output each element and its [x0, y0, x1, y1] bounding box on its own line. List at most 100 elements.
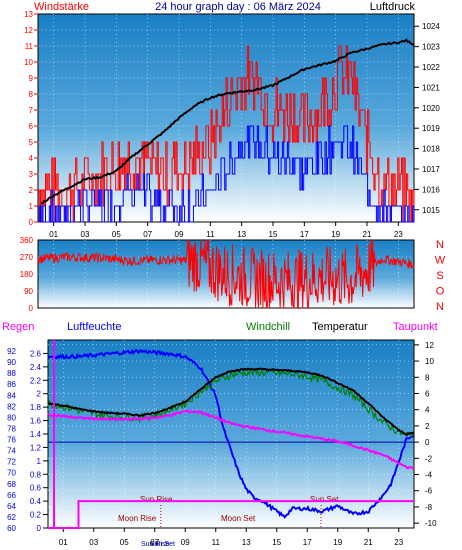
compass-label: W [435, 255, 446, 267]
temp-tick-label: -8 [425, 503, 433, 512]
wind-gust-line [38, 45, 415, 223]
wind-tick-label: 5 [29, 138, 34, 147]
wind-tick-label: 13 [24, 10, 33, 19]
wind-tick-label: 0 [29, 218, 34, 227]
x-tick-label-p3: 09 [181, 538, 190, 547]
annotation-sun-set-2: Sun Set [150, 541, 175, 548]
rain-tick-label: 1 [37, 457, 42, 466]
x-tick-label-p3: 21 [364, 538, 373, 547]
wind-tick-label: 1 [29, 202, 34, 211]
x-tick-label-p3: 07 [150, 538, 159, 547]
humidity-tick-label: 70 [7, 469, 16, 478]
x-tick-label-p1: 01 [49, 230, 58, 239]
wind-tick-label: 4 [29, 154, 34, 163]
temp-tick-label: 12 [425, 341, 434, 350]
x-tick-label-p1: 05 [112, 230, 121, 239]
wind-tick-label: 9 [29, 74, 34, 83]
temp-tick-label: 0 [425, 438, 430, 447]
x-tick-label-p1: 19 [331, 230, 340, 239]
compass-label: S [436, 270, 443, 282]
rain-tick-label: 1.8 [30, 403, 42, 412]
rain-tick-label: 1.6 [30, 417, 42, 426]
legend-taupunkt: Taupunkt [393, 321, 438, 333]
x-tick-label-p3: 01 [59, 538, 68, 547]
chart-marks: 0123456789101112131015101610171018101910… [7, 10, 446, 547]
pressure-tick-label: 1019 [422, 124, 440, 133]
humidity-tick-label: 72 [7, 458, 16, 467]
compass-label: N [436, 239, 444, 251]
rain-tick-label: 0.6 [30, 484, 42, 493]
x-tick-label-p3: 13 [242, 538, 251, 547]
x-tick-label-p1: 21 [363, 230, 372, 239]
x-tick-label-p3: 05 [120, 538, 129, 547]
pressure-tick-label: 1015 [422, 206, 440, 215]
direction-tick-label: 270 [20, 253, 34, 262]
wind-tick-label: 6 [29, 122, 34, 131]
direction-tick-label: 90 [24, 287, 33, 296]
compass-label: N [436, 301, 444, 313]
humidity-tick-label: 60 [7, 524, 16, 533]
x-tick-label-p3: 23 [394, 538, 403, 547]
page-title: 24 hour graph day : 06 März 2024 [155, 1, 321, 13]
humidity-tick-label: 78 [7, 424, 16, 433]
wind-axis-title: Windstärke [34, 1, 89, 13]
legend-temperatur: Temperatur [312, 321, 368, 333]
humidity-tick-label: 66 [7, 491, 16, 500]
rain-tick-label: 0 [37, 524, 42, 533]
rain-tick-label: 1.2 [30, 443, 42, 452]
wind-tick-label: 12 [24, 26, 33, 35]
humidity-tick-label: 92 [7, 347, 16, 356]
pressure-tick-label: 1023 [422, 43, 440, 52]
humidity-tick-label: 62 [7, 513, 16, 522]
x-tick-label-p1: 17 [300, 230, 309, 239]
wind-tick-label: 8 [29, 90, 34, 99]
direction-line [37, 239, 415, 310]
temp-tick-label: 4 [425, 406, 430, 415]
panel3-bg [47, 339, 415, 529]
pressure-tick-label: 1020 [422, 104, 440, 113]
rain-tick-label: 1.4 [30, 430, 42, 439]
wind-average-line [38, 125, 415, 223]
x-tick-label-p1: 11 [206, 230, 215, 239]
x-tick-label-p3: 17 [303, 538, 312, 547]
pressure-tick-label: 1024 [422, 22, 440, 31]
annotation-moon-rise: Moon Rise [118, 514, 157, 523]
annotation-moon-set: Moon Set [221, 514, 256, 523]
humidity-tick-label: 74 [7, 447, 16, 456]
pressure-tick-label: 1022 [422, 63, 440, 72]
direction-tick-label: 0 [29, 304, 34, 313]
humidity-tick-label: 82 [7, 402, 16, 411]
legend-regen: Regen [2, 321, 34, 333]
compass-label: O [436, 286, 445, 298]
x-tick-label-p1: 09 [175, 230, 184, 239]
pressure-tick-label: 1018 [422, 145, 440, 154]
rain-tick-label: 0.8 [30, 470, 42, 479]
humidity-tick-label: 76 [7, 436, 16, 445]
wind-tick-label: 3 [29, 170, 34, 179]
humidity-tick-label: 88 [7, 369, 16, 378]
temp-tick-label: -4 [425, 471, 433, 480]
x-tick-label-p3: 03 [89, 538, 98, 547]
temp-tick-label: 8 [425, 373, 430, 382]
wind-tick-label: 7 [29, 106, 34, 115]
annotation-sun-set: Sun Set [310, 495, 339, 504]
wind-tick-label: 11 [25, 42, 34, 51]
x-tick-label-p1: 03 [81, 230, 90, 239]
pressure-tick-label: 1021 [422, 83, 440, 92]
humidity-line [47, 348, 415, 520]
annotation-sun-rise: Sun Rise [140, 495, 173, 504]
humidity-tick-label: 84 [7, 391, 16, 400]
windchill-line [47, 367, 415, 438]
rain-tick-label: 2.6 [30, 349, 42, 358]
humidity-tick-label: 80 [7, 413, 16, 422]
temp-tick-label: -2 [425, 454, 433, 463]
legend-windchill: Windchill [246, 321, 290, 333]
rain-tick-label: 2 [37, 390, 42, 399]
humidity-tick-label: 86 [7, 380, 16, 389]
x-tick-label-p3: 19 [333, 538, 342, 547]
direction-tick-label: 360 [20, 236, 34, 245]
temp-tick-label: 10 [425, 357, 434, 366]
direction-tick-label: 180 [20, 270, 34, 279]
x-tick-label-p1: 07 [143, 230, 152, 239]
